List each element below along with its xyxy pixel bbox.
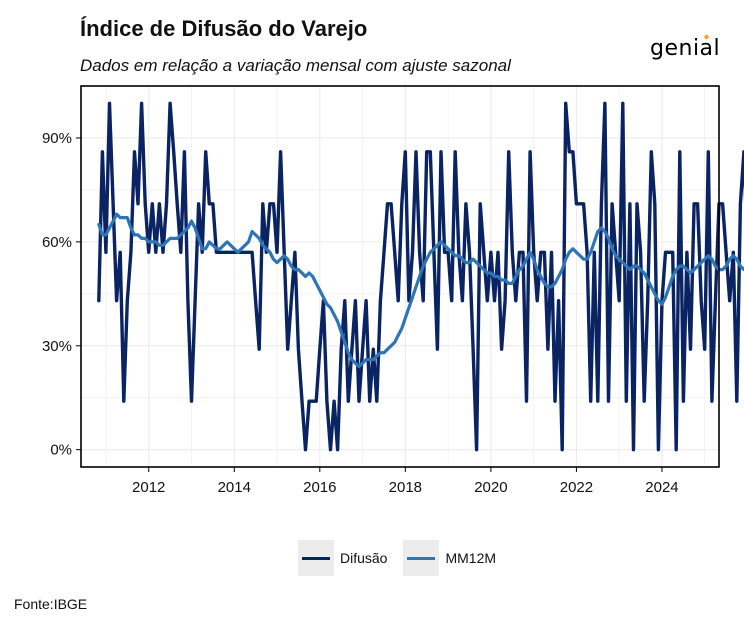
chart-title: Índice de Difusão do Varejo: [80, 16, 368, 41]
x-tick-label: 2018: [389, 479, 422, 496]
x-tick-label: 2024: [645, 479, 678, 496]
legend: Difusão MM12M: [298, 540, 496, 576]
x-tick-label: 2014: [218, 479, 251, 496]
y-tick-label: 90%: [42, 130, 72, 147]
x-tick-label: 2022: [560, 479, 593, 496]
legend-key-difusao: [298, 540, 334, 576]
legend-key-mm12m: [403, 540, 440, 576]
panel-border: [80, 85, 720, 468]
logo-dot-icon: [704, 34, 709, 40]
series-line-mm12m: [97, 212, 744, 369]
y-tick-label: 60%: [42, 234, 72, 251]
x-tick-label: 2016: [303, 479, 336, 496]
series-line-difus-o: [97, 101, 744, 452]
legend-label-mm12m: MM12M: [445, 550, 497, 566]
axis-layer: 0% 30% 60% 90% 2012 2014 2016 2018 2020 2022 2024: [42, 130, 679, 496]
y-tick-label: 30%: [42, 338, 72, 355]
source-note: Fonte:IBGE: [14, 596, 88, 612]
x-tick-label: 2020: [474, 479, 507, 496]
logo-text: genial: [650, 36, 720, 61]
y-tick-label: 0%: [50, 442, 72, 459]
legend-item-difusao: Difusão: [298, 540, 387, 576]
legend-item-mm12m: MM12M: [403, 540, 496, 576]
genial-logo: genial: [648, 28, 728, 68]
chart-subtitle: Dados em relação a variação mensal com a…: [80, 56, 511, 75]
x-tick-label: 2012: [132, 479, 165, 496]
series-layer: [97, 101, 744, 452]
legend-label-difusao: Difusão: [340, 550, 388, 566]
genial-logo-mark: genial: [650, 34, 720, 61]
